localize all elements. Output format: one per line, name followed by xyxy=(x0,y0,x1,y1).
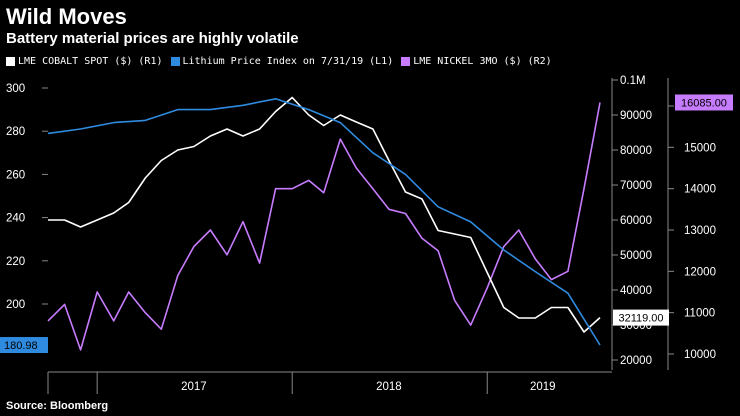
badge-cobalt-bg xyxy=(613,309,669,326)
r1-tick-20000: 20000 xyxy=(620,355,652,367)
left-tick-280: 280 xyxy=(6,126,25,138)
r2-tick-10000: 10000 xyxy=(684,349,716,361)
r1-tick-70000: 70000 xyxy=(620,180,652,192)
x-tick-2019: 2019 xyxy=(530,381,556,393)
legend-item-lithium: Lithium Price Index on 7/31/19 (L1) xyxy=(170,56,394,67)
r2-tick-14000: 14000 xyxy=(684,184,716,196)
r1-tick-0.1M: 0.1M xyxy=(620,75,646,87)
r2-tick-13000: 13000 xyxy=(684,225,716,237)
badge-lithium-bg xyxy=(0,337,48,354)
legend-item-cobalt: LME COBALT SPOT ($) (R1) xyxy=(6,56,163,67)
legend-label-cobalt: LME COBALT SPOT ($) (R1) xyxy=(18,56,163,67)
legend-label-nickel: LME NICKEL 3MO ($) (R2) xyxy=(413,56,552,67)
r1-tick-50000: 50000 xyxy=(620,250,652,262)
source-note: Source: Bloomberg xyxy=(6,400,109,412)
badge-lithium: 180.98 xyxy=(4,340,38,352)
left-tick-260: 260 xyxy=(6,169,25,181)
r2-tick-15000: 15000 xyxy=(684,142,716,154)
x-tick-2018: 2018 xyxy=(376,381,402,393)
left-tick-300: 300 xyxy=(6,83,25,95)
r1-tick-90000: 90000 xyxy=(620,110,652,122)
series-line-nickel xyxy=(47,102,601,351)
legend-swatch-lithium xyxy=(170,57,180,66)
badge-cobalt: 32119.00 xyxy=(618,313,663,325)
left-tick-200: 200 xyxy=(6,299,25,311)
series-line-lithium xyxy=(47,98,601,346)
series-line-cobalt xyxy=(48,96,601,333)
badge-nickel: 16085.00 xyxy=(681,97,727,109)
r2-tick-12000: 12000 xyxy=(684,266,716,278)
badge-nickel-bg xyxy=(675,94,733,111)
r1-tick-40000: 40000 xyxy=(620,285,652,297)
left-tick-240: 240 xyxy=(6,213,25,225)
chart-title: Wild Moves xyxy=(6,4,127,29)
r1-tick-60000: 60000 xyxy=(620,215,652,227)
legend: LME COBALT SPOT ($) (R1) Lithium Price I… xyxy=(6,56,552,67)
left-tick-220: 220 xyxy=(6,256,25,268)
legend-swatch-cobalt xyxy=(6,57,15,66)
r2-tick-11000: 11000 xyxy=(684,308,715,320)
x-tick-2017: 2017 xyxy=(181,381,207,393)
legend-label-lithium: Lithium Price Index on 7/31/19 (L1) xyxy=(182,56,394,67)
chart-subtitle: Battery material prices are highly volat… xyxy=(6,30,299,47)
r1-tick-80000: 80000 xyxy=(620,145,652,157)
legend-item-nickel: LME NICKEL 3MO ($) (R2) xyxy=(401,56,552,67)
legend-swatch-nickel xyxy=(401,57,411,66)
